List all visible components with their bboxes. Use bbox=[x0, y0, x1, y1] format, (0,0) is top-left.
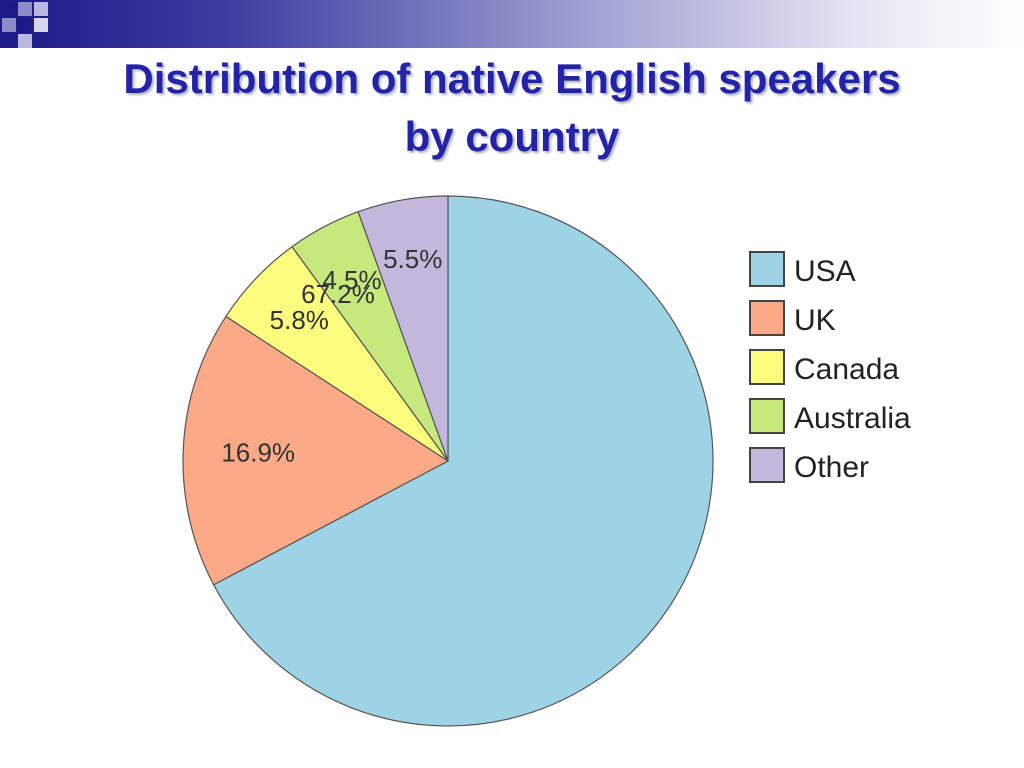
pie-slice-other bbox=[357, 195, 449, 462]
pie-slice-usa bbox=[212, 195, 714, 727]
slide-title: Distribution of native English speakers … bbox=[0, 50, 1024, 166]
legend-swatch-australia bbox=[749, 398, 785, 434]
legend-label-uk: UK bbox=[794, 304, 836, 337]
legend-label-canada: Canada bbox=[794, 353, 899, 386]
slide-title-line-1: Distribution of native English speakers bbox=[123, 55, 901, 102]
pie-slice-uk bbox=[182, 315, 450, 586]
decorative-square bbox=[2, 18, 16, 32]
decorative-square bbox=[2, 2, 16, 16]
pie-slice-label-canada: 5.8% bbox=[270, 305, 329, 335]
legend-swatch-usa bbox=[749, 251, 785, 287]
legend-label-australia: Australia bbox=[794, 402, 911, 435]
legend-label-usa: USA bbox=[794, 255, 856, 288]
pie-slice-label-uk: 16.9% bbox=[221, 437, 295, 467]
decorative-square bbox=[18, 2, 32, 16]
pie-slice-label-usa: 67.2% bbox=[301, 279, 375, 309]
slide-title-line-2: by country bbox=[404, 113, 620, 160]
pie-slice-label-australia: 4.5% bbox=[322, 265, 381, 295]
legend-label-other: Other bbox=[794, 451, 869, 484]
pie-slices bbox=[182, 195, 714, 727]
chart-legend: USA UK Canada Australia Other bbox=[749, 251, 911, 484]
legend-swatch-uk bbox=[749, 300, 785, 336]
pie-slice-labels: 67.2% 16.9% 5.8% 4.5%5.5% bbox=[221, 244, 442, 467]
pie-slice-label-other: 5.5% bbox=[383, 244, 442, 274]
decorative-square bbox=[18, 18, 32, 32]
decorative-square bbox=[18, 34, 32, 48]
decorative-square bbox=[34, 2, 48, 16]
decorative-square bbox=[34, 18, 48, 32]
legend-swatch-canada bbox=[749, 349, 785, 385]
legend-swatch-other bbox=[749, 447, 785, 483]
header-band bbox=[0, 0, 1024, 48]
